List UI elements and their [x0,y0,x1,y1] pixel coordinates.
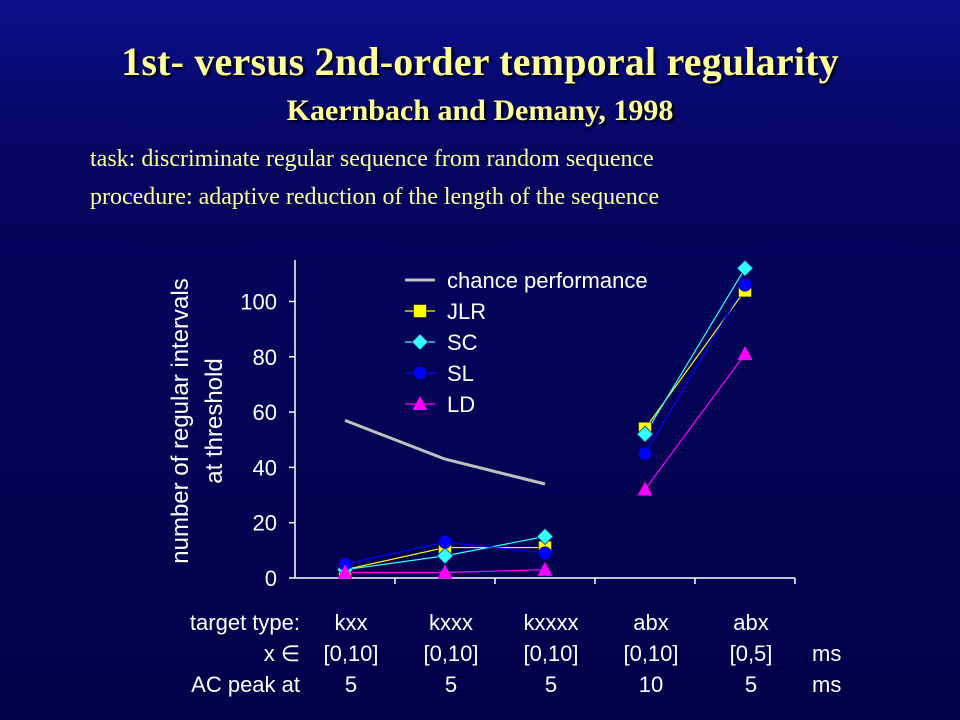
table-cell: 5 [344,672,358,697]
table-cell: [0,10] [623,641,679,666]
table-cell: kxxxx [523,610,579,635]
point-sl [738,278,752,292]
slide-subtitle: Kaernbach and Demany, 1998 [286,94,674,127]
point-sc [436,547,454,565]
table-cell: [0,10] [323,641,379,666]
legend-marker-sc [411,333,429,351]
table-cell: 10 [638,672,664,697]
y-tick-label: 20 [253,511,277,536]
y-axis-label-line: at threshold [201,358,228,483]
y-tick-label: 60 [253,400,277,425]
point-ld [437,564,453,579]
point-ld [737,346,753,361]
point-ld [637,481,653,496]
legend-marker-ld [412,396,428,410]
legend-label: LD [447,392,475,417]
series-line-jlr [344,546,446,571]
table-cell: abx [633,610,669,635]
point-sl [438,535,452,549]
series-line-sc [444,535,546,557]
table-cell: 5 [444,672,458,697]
series-line-sc [644,267,746,435]
table-row-label: target type: [189,610,300,635]
series-line-sl [444,541,546,554]
point-sc [536,527,554,546]
table-cell: [0,10] [523,641,579,666]
procedure-line: procedure: adaptive reduction of the len… [90,184,660,210]
table-cell: [0,10] [423,641,479,666]
legend-marker-sl [413,366,427,380]
series-line-chance-performance [444,457,546,486]
series-line-chance-performance [344,418,446,461]
y-tick-label: 40 [253,455,277,480]
point-sc [736,259,754,277]
series-line-sl [644,284,746,454]
point-sl [638,446,652,461]
legend-label: JLR [447,299,486,324]
legend-label: chance performance [447,268,648,293]
slide-title: 1st- versus 2nd-order temporal regularit… [121,39,839,84]
table-row-unit: ms [812,672,842,697]
table-row-unit: ms [812,641,842,666]
point-ld [537,561,553,576]
table-row-label: x ∈ [263,641,300,666]
table-cell: 5 [544,672,558,697]
y-tick-label: 80 [253,345,277,370]
y-tick-label: 0 [265,566,277,591]
point-ld [337,564,353,579]
table-row-label: AC peak at [191,672,300,697]
point-sc [636,425,654,443]
y-axis-label-line: number of regular intervals [167,278,194,563]
table-cell: abx [733,610,769,635]
task-line: task: discriminate regular sequence from… [90,146,654,172]
series-line-sc [344,555,446,571]
series-line-sl [344,541,446,565]
legend-label: SC [447,330,478,355]
y-axis-label: number of regular intervals at threshold [167,278,228,563]
y-tick-label: 100 [240,289,277,314]
legend-label: SL [447,361,474,386]
table-cell: kxx [334,610,368,635]
table-cell: kxxx [429,610,473,635]
table-cell: [0,5] [729,641,773,666]
point-sl [538,546,552,560]
series-line-ld [444,569,546,574]
legend-marker-jlr [413,304,427,318]
table-cell: 5 [744,672,758,697]
series-line-ld [644,353,746,490]
